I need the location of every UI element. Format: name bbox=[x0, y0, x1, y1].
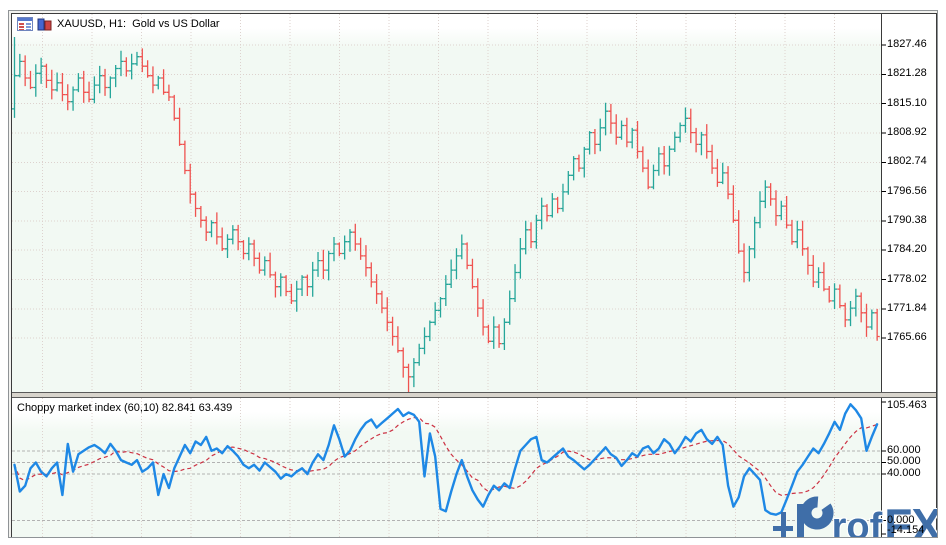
candle-glyph-icon bbox=[772, 512, 793, 537]
indicator-title: Choppy market index (60,10) 82.841 63.43… bbox=[17, 402, 233, 414]
watermark-text-rof: rof bbox=[831, 506, 883, 538]
panel-splitter[interactable] bbox=[12, 392, 936, 398]
price-axis-strip[interactable] bbox=[882, 14, 936, 392]
main-chart-panel[interactable]: 1827.46 1821.28 1815.10 1808.92 1802.74 1796.… bbox=[12, 14, 936, 392]
indicator-label: Choppy market index (60,10) 82.841 63.43… bbox=[17, 401, 232, 416]
bar-chart-window-icon bbox=[37, 18, 52, 31]
proffx-watermark: rof FX bbox=[772, 494, 938, 538]
main-chart-plot[interactable] bbox=[12, 14, 936, 392]
chart-client-area: 1827.46 1821.28 1815.10 1808.92 1802.74 1796.… bbox=[11, 13, 937, 537]
indicator-plot[interactable] bbox=[12, 398, 936, 537]
watermark-text-fx: FX bbox=[884, 499, 938, 538]
market-watch-icon bbox=[17, 17, 33, 31]
chart-title: XAUUSD, H1: Gold vs US Dollar bbox=[57, 18, 220, 30]
chart-window: 1827.46 1821.28 1815.10 1808.92 1802.74 1796.… bbox=[8, 10, 938, 538]
main-chart-label: XAUUSD, H1: Gold vs US Dollar bbox=[17, 17, 220, 32]
indicator-panel[interactable]: 105.463 60.000 50.000 40.000 0.000 -14.154 Ch… bbox=[12, 398, 936, 537]
indicator-axis-strip[interactable] bbox=[882, 398, 936, 537]
proffx-p-logo bbox=[796, 496, 834, 537]
